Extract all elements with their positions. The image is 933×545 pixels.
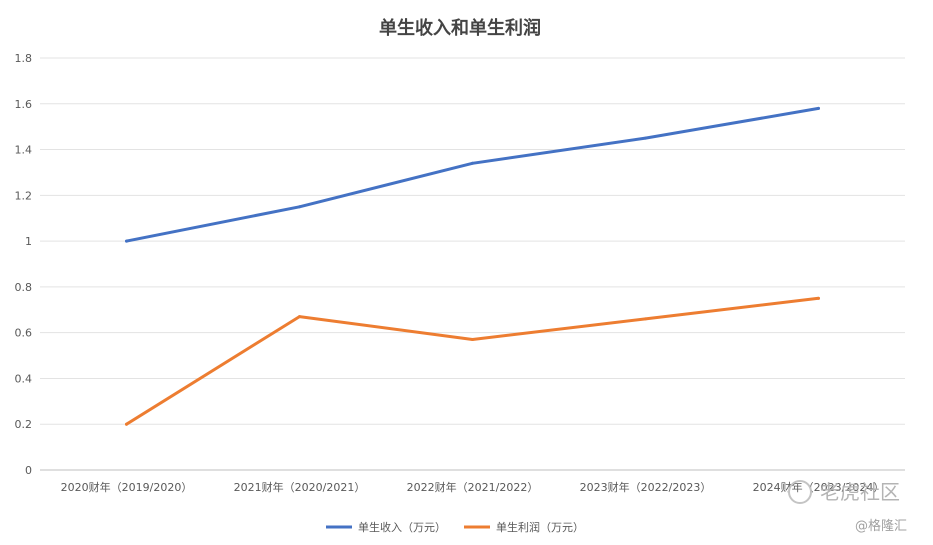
watermark-logo-icon (788, 480, 812, 504)
y-tick-label: 0 (25, 464, 32, 477)
y-tick-label: 0.2 (15, 418, 33, 431)
y-tick-label: 1.2 (15, 189, 33, 202)
data-point (125, 239, 128, 243)
watermark: 老虎社区 @格隆汇 (788, 480, 907, 534)
x-tick-label: 2024财年（2023/2024） (753, 480, 885, 494)
series-line-1 (125, 296, 820, 426)
y-axis-ticks: 0 0.2 0.4 0.6 0.8 1 1.2 1.4 1.6 1.8 (15, 52, 33, 477)
y-tick-label: 0.6 (15, 327, 33, 340)
legend-label: 单生利润（万元） (496, 520, 584, 534)
chart-title: 单生收入和单生利润 (379, 17, 541, 39)
series-line-0 (125, 106, 820, 243)
y-tick-label: 1.4 (15, 144, 33, 157)
y-tick-label: 1.6 (15, 98, 33, 111)
x-tick-label: 2023财年（2022/2023） (580, 480, 712, 494)
gridlines (40, 57, 905, 471)
y-tick-label: 0.8 (15, 281, 33, 294)
data-point (817, 106, 820, 110)
x-tick-label: 2021财年（2020/2021） (234, 480, 366, 494)
x-axis-ticks: 2020财年（2019/2020） 2021财年（2020/2021） 2022财年… (61, 480, 885, 494)
data-point (644, 317, 647, 321)
x-tick-label: 2022财年（2021/2022） (407, 480, 539, 494)
legend: 单生收入（万元） 单生利润（万元） (326, 520, 584, 534)
data-point (298, 315, 301, 319)
y-tick-label: 1.8 (15, 52, 33, 65)
x-tick-label: 2020财年（2019/2020） (61, 480, 193, 494)
data-point (644, 136, 647, 140)
data-point (298, 205, 301, 209)
data-point (471, 161, 474, 165)
watermark-text: 老虎社区 (820, 480, 900, 504)
y-tick-label: 1 (25, 235, 32, 248)
legend-label: 单生收入（万元） (358, 520, 446, 534)
y-tick-label: 0.4 (15, 372, 33, 385)
data-point (817, 296, 820, 300)
series-lines (125, 106, 820, 426)
data-point (125, 422, 128, 426)
data-point (471, 338, 474, 342)
watermark-handle: @格隆汇 (855, 518, 907, 534)
